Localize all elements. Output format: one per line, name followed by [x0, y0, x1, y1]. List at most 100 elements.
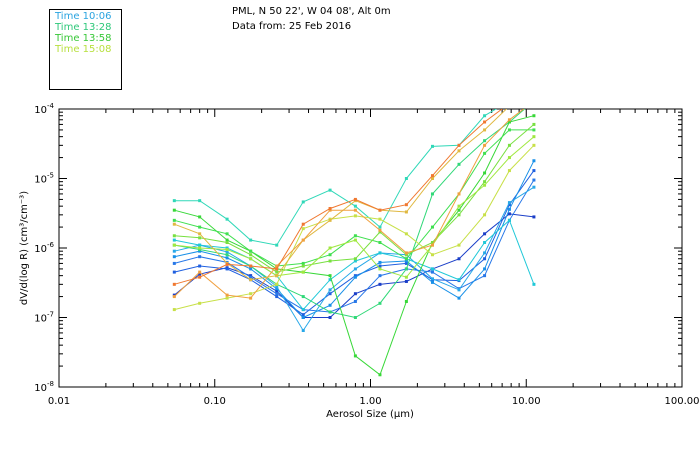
data-point	[249, 278, 253, 282]
data-point	[404, 299, 408, 303]
data-point	[378, 267, 382, 271]
data-point	[430, 267, 434, 271]
data-point	[225, 253, 229, 257]
data-point	[249, 249, 253, 253]
data-point	[532, 282, 536, 286]
data-point	[457, 208, 461, 212]
data-point	[378, 208, 382, 212]
data-point	[353, 292, 357, 296]
data-point	[249, 292, 253, 296]
data-point	[225, 232, 229, 236]
data-point	[430, 240, 434, 244]
data-point	[198, 248, 202, 252]
data-point	[430, 243, 434, 247]
data-point	[301, 316, 305, 319]
data-point	[457, 296, 461, 300]
data-point	[328, 288, 332, 292]
data-point	[404, 267, 408, 271]
data-point	[198, 243, 202, 247]
data-point	[172, 308, 176, 312]
data-point	[275, 292, 279, 296]
data-point	[249, 264, 253, 268]
data-point	[378, 373, 382, 377]
data-point	[508, 102, 511, 105]
data-point	[430, 253, 434, 257]
data-point	[328, 303, 332, 307]
data-point	[198, 215, 202, 219]
data-point	[378, 274, 382, 278]
data-point	[328, 274, 332, 278]
data-point	[507, 156, 511, 160]
data-point	[198, 236, 202, 240]
data-point	[483, 240, 487, 244]
data-point	[457, 243, 461, 247]
data-point	[301, 227, 305, 231]
data-point	[507, 120, 511, 124]
data-point	[483, 114, 487, 118]
data-point	[172, 282, 176, 286]
data-point	[198, 199, 202, 203]
data-point	[172, 238, 176, 242]
data-point	[532, 114, 536, 118]
data-point	[508, 100, 511, 103]
data-point	[353, 238, 357, 242]
data-point	[225, 256, 229, 260]
data-point	[483, 267, 487, 271]
data-point	[457, 204, 461, 208]
data-point	[532, 215, 536, 219]
data-point	[249, 275, 253, 279]
data-point	[378, 301, 382, 305]
data-point	[328, 253, 332, 257]
data-point	[328, 316, 332, 319]
data-point	[353, 274, 357, 278]
x-axis-label: Aerosol Size (µm)	[326, 409, 414, 420]
data-point	[249, 274, 253, 278]
data-point	[430, 225, 434, 229]
data-point	[457, 143, 461, 147]
data-point	[353, 267, 357, 271]
data-point	[532, 178, 536, 182]
data-point	[483, 213, 487, 217]
data-point	[328, 310, 332, 314]
data-point	[532, 97, 535, 100]
data-point	[483, 274, 487, 278]
data-point	[404, 259, 408, 263]
data-point	[532, 159, 536, 163]
data-point	[225, 250, 229, 254]
data-point	[172, 295, 176, 299]
x-tick-label: 10.00	[512, 396, 541, 407]
data-point	[483, 139, 487, 143]
data-point	[378, 217, 382, 221]
data-point	[404, 203, 408, 207]
data-point	[507, 128, 511, 132]
data-point	[404, 261, 408, 265]
data-point	[483, 257, 487, 261]
data-point	[301, 238, 305, 242]
data-point	[457, 213, 461, 217]
data-point	[301, 200, 305, 204]
data-point	[328, 208, 332, 212]
data-point	[430, 270, 434, 274]
data-point	[172, 222, 176, 226]
data-point	[507, 218, 511, 222]
data-point	[507, 203, 511, 207]
data-point	[172, 255, 176, 259]
y-axis-label: dV/d(log R) (cm³/cm⁻³)	[19, 191, 30, 305]
data-point	[172, 199, 176, 203]
data-point	[353, 316, 357, 319]
data-point	[483, 232, 487, 236]
data-point	[457, 278, 461, 282]
data-point	[225, 267, 229, 271]
data-point	[507, 201, 511, 205]
series-line-13	[174, 144, 535, 311]
data-point	[457, 162, 461, 166]
x-tick-label: 0.01	[48, 396, 70, 407]
chart-subtitle: Data from: 25 Feb 2016	[232, 21, 352, 32]
y-tick-label: 10-7	[34, 311, 54, 325]
data-point	[275, 274, 279, 278]
data-point	[507, 169, 511, 173]
data-point	[404, 177, 408, 180]
series-group	[172, 97, 536, 377]
data-point	[301, 222, 305, 226]
